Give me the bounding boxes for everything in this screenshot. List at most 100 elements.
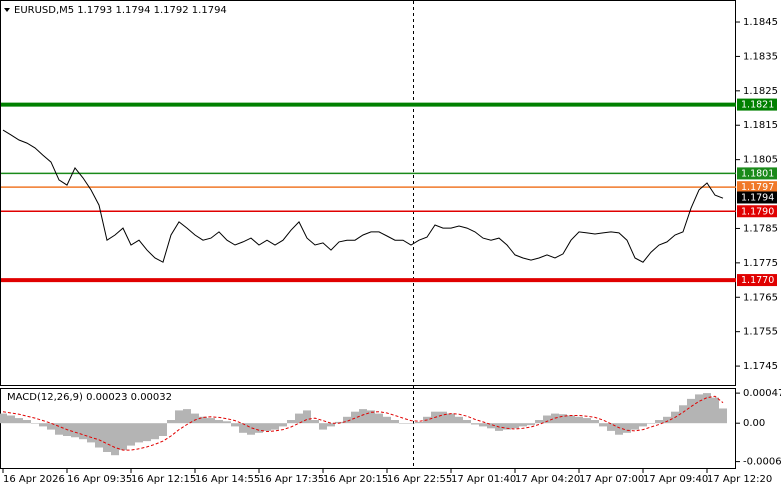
macd-bar [367, 410, 375, 424]
x-tick-label: 16 Apr 09:35 [67, 474, 132, 485]
macd-bar [143, 423, 151, 442]
macd-bar [511, 423, 519, 429]
macd-bar [695, 394, 703, 424]
macd-bar [55, 423, 63, 435]
macd-bar [719, 408, 727, 424]
x-tick-label: 17 Apr 01:40 [451, 474, 516, 485]
macd-bar [303, 410, 311, 424]
macd-bar [415, 421, 423, 424]
y-tick-label: 1.1755 [743, 327, 778, 338]
macd-bar [127, 423, 135, 446]
macd-bar [135, 423, 143, 443]
macd-bar [7, 415, 15, 424]
menu-arrow [4, 8, 10, 12]
macd-bar [567, 415, 575, 424]
macd-bar [95, 423, 103, 448]
y-tick-label: 1.1805 [743, 155, 778, 166]
level-label-box [737, 181, 777, 194]
last-price-box [737, 191, 777, 204]
macd-bar [215, 420, 223, 424]
macd-bar [151, 423, 159, 440]
macd-bar [359, 409, 367, 424]
x-tick-label: 17 Apr 12:20 [707, 474, 772, 485]
macd-bar [279, 423, 287, 427]
macd-bar [159, 423, 167, 436]
y-tick-label: 1.1785 [743, 223, 778, 234]
macd-bar [599, 423, 607, 427]
chart-title: EURUSD,M5 1.1793 1.1794 1.1792 1.1794 [14, 5, 227, 16]
macd-bar [103, 423, 111, 452]
macd-bar [119, 423, 127, 451]
macd-bar [471, 423, 479, 425]
y-tick-label: 1.1835 [743, 51, 778, 62]
macd-bar [503, 423, 511, 430]
macd-bar [615, 423, 623, 435]
y-tick-label: 1.1815 [743, 120, 778, 131]
y-tick-label: 1.1775 [743, 258, 778, 269]
macd-bar [687, 398, 695, 424]
x-tick-label: 16 Apr 20:15 [323, 474, 388, 485]
macd-bar [559, 414, 567, 424]
macd-bar [407, 423, 415, 424]
level-label: 1.1801 [741, 168, 774, 179]
macd-bar [175, 410, 183, 424]
macd-bar [255, 423, 263, 433]
macd-bar [679, 405, 687, 424]
macd-bar [463, 420, 471, 424]
x-tick-label: 17 Apr 04:20 [515, 474, 580, 485]
macd-bar [383, 416, 391, 424]
y-tick-label: 1.1745 [743, 361, 778, 372]
macd-bar [527, 423, 535, 426]
macd-bar [23, 420, 31, 424]
macd-bar [239, 423, 247, 433]
level-label: 1.1770 [741, 275, 774, 286]
x-tick-label: 17 Apr 07:00 [579, 474, 644, 485]
last-price-label: 1.1794 [741, 192, 774, 203]
macd-bar [647, 423, 655, 424]
price-line [2, 129, 724, 263]
x-tick-label: 16 Apr 2026 [3, 474, 65, 485]
macd-bar [223, 421, 231, 424]
level-label: 1.1797 [741, 182, 774, 193]
price-panel [0, 0, 736, 386]
macd-bar [519, 423, 527, 427]
macd-bar [639, 423, 647, 427]
y-tick-label: 1.1845 [743, 17, 778, 28]
macd-bar [31, 423, 39, 424]
macd-bar [399, 423, 407, 424]
macd-bar [271, 423, 279, 430]
macd-bar [0, 413, 7, 424]
level-label: 1.1790 [741, 206, 774, 217]
macd-bar [247, 423, 255, 435]
macd-bar [655, 420, 663, 424]
signal-line [2, 395, 724, 451]
macd-bar [583, 418, 591, 424]
macd-bar [79, 423, 87, 440]
macd-bar [319, 423, 327, 430]
macd-bar [343, 416, 351, 424]
macd-bar [311, 420, 319, 424]
macd-bar [711, 397, 719, 424]
macd-bar [47, 423, 55, 430]
macd-bar [295, 413, 303, 424]
macd-bar [663, 416, 671, 424]
y-tick-label: 0.00 [743, 418, 765, 429]
macd-bar [207, 418, 215, 424]
macd-bar [71, 423, 79, 438]
macd-bar [543, 415, 551, 424]
y-tick-label: -0.0006 [743, 457, 781, 468]
level-label-box [737, 167, 777, 180]
level-label: 1.1821 [741, 100, 774, 111]
macd-bar [87, 423, 95, 443]
macd-bar [15, 418, 23, 424]
level-label-box [737, 205, 777, 218]
macd-bar [447, 413, 455, 424]
macd-bar [287, 420, 295, 424]
macd-panel [0, 388, 736, 469]
macd-bar [623, 423, 631, 433]
macd-bar [231, 423, 239, 427]
macd-bar [487, 423, 495, 429]
macd-bar [335, 421, 343, 424]
